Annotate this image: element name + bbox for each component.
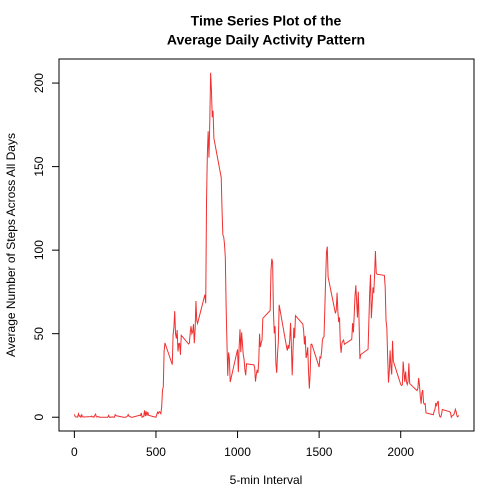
y-axis-label: Average Number of Steps Across All Days bbox=[4, 133, 18, 357]
x-axis-label: 5-min Interval bbox=[230, 473, 303, 487]
x-tick-label: 500 bbox=[146, 445, 166, 459]
plot-frame bbox=[58, 58, 475, 432]
x-tick-label: 1000 bbox=[224, 445, 251, 459]
chart-title: Time Series Plot of the bbox=[191, 13, 342, 29]
chart-title: Average Daily Activity Pattern bbox=[167, 32, 365, 48]
series-line bbox=[73, 72, 460, 419]
x-tick-label: 0 bbox=[71, 445, 78, 459]
y-tick-label: 0 bbox=[32, 414, 46, 421]
x-tick-label: 2000 bbox=[387, 445, 414, 459]
y-tick-label: 200 bbox=[32, 73, 46, 93]
y-tick-label: 100 bbox=[32, 240, 46, 260]
y-tick-label: 150 bbox=[32, 156, 46, 176]
x-tick-label: 1500 bbox=[306, 445, 333, 459]
y-tick-label: 50 bbox=[32, 327, 46, 341]
